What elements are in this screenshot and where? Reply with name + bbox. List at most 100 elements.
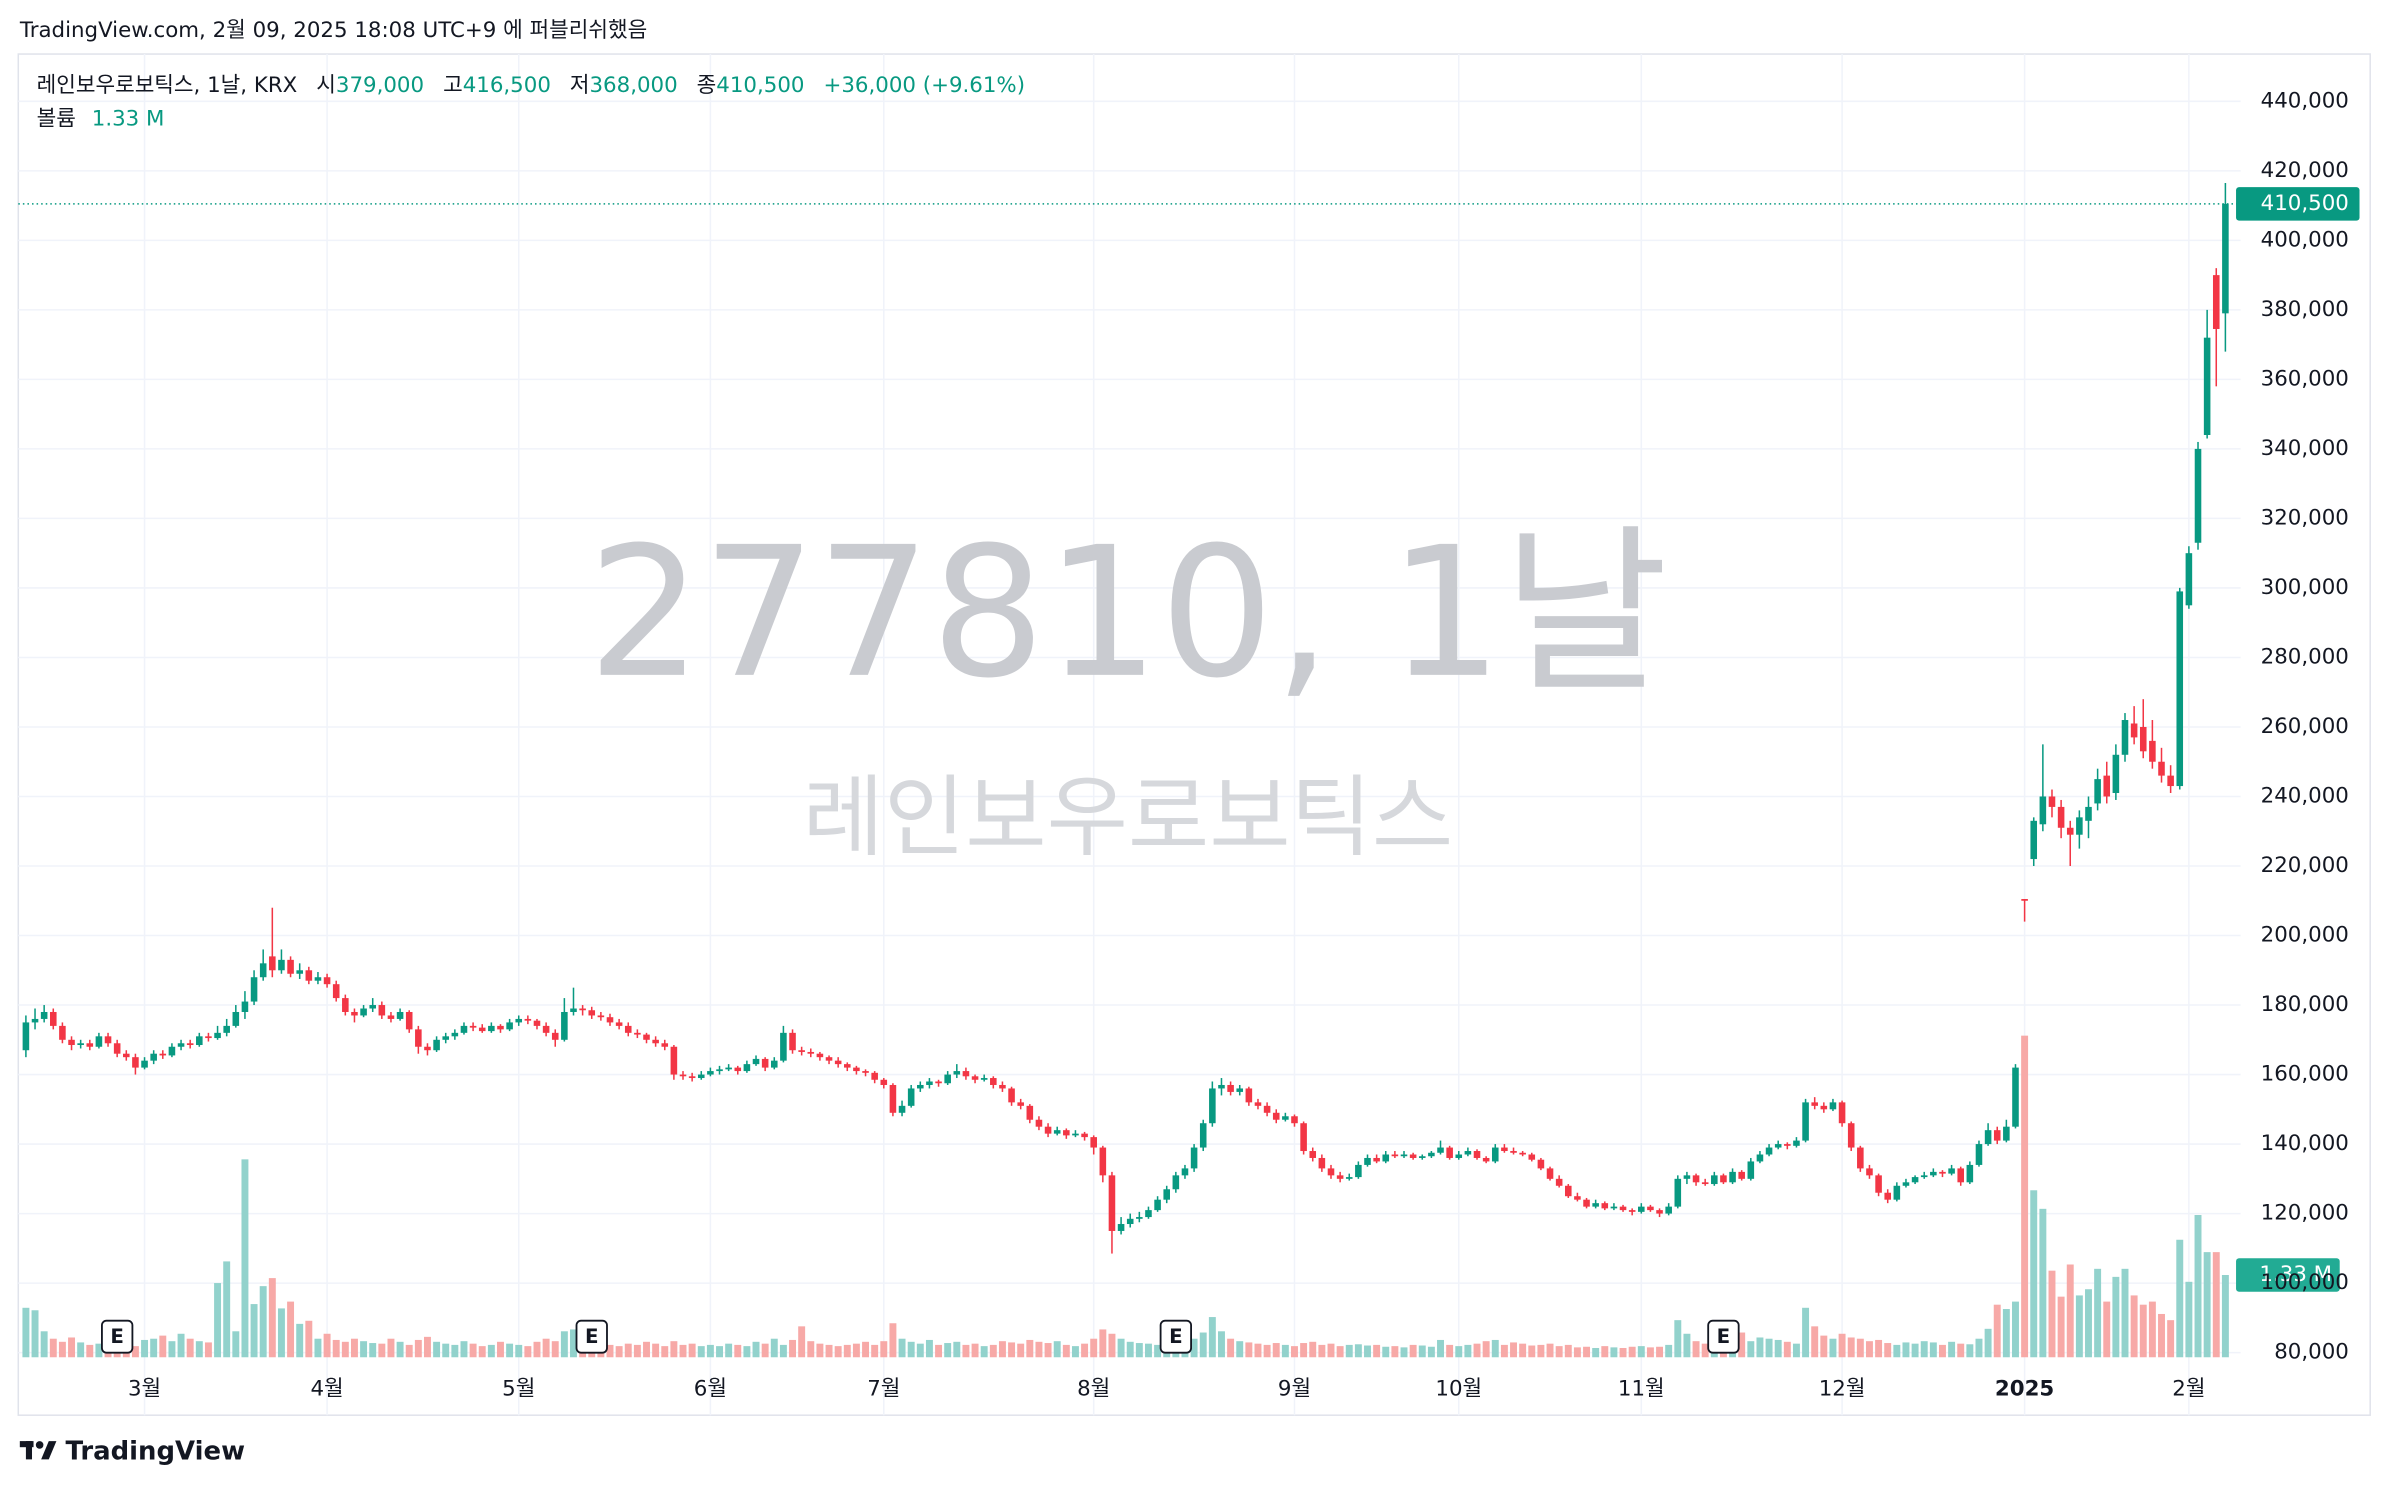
candle-body (1491, 1147, 1499, 1162)
candle-body (1063, 1130, 1070, 1136)
volume-bar (825, 1344, 833, 1358)
candle-body (250, 977, 258, 1002)
volume-bar (387, 1338, 395, 1358)
event-marker (575, 1319, 608, 1354)
candle-body (570, 1008, 577, 1012)
candle-body (1765, 1147, 1773, 1155)
volume-bar (1044, 1343, 1052, 1358)
candle-body (1537, 1159, 1545, 1169)
y-tick-label: 300,000 (2261, 575, 2349, 600)
candle-body (150, 1053, 157, 1061)
volume-bar (1975, 1338, 1983, 1358)
volume-bar (460, 1341, 468, 1358)
candle-body (743, 1064, 751, 1072)
low-value: 368,000 (589, 73, 677, 98)
event-marker (101, 1319, 134, 1354)
candle-body (1701, 1182, 1709, 1185)
volume-bar (752, 1341, 760, 1358)
candle-body (305, 970, 313, 981)
volume-bar (1948, 1341, 1956, 1358)
volume-bar (1081, 1343, 1089, 1358)
volume-bar (487, 1344, 495, 1358)
candle-body (816, 1053, 824, 1058)
candle-body (387, 1015, 395, 1019)
y-tick-label: 380,000 (2261, 297, 2349, 322)
volume-bar (204, 1342, 212, 1358)
candle-body (1546, 1168, 1554, 1179)
volume-bar (898, 1338, 906, 1358)
volume-bar (2066, 1264, 2074, 1358)
logo-part (41, 1441, 57, 1460)
volume-bar (1783, 1341, 1791, 1358)
y-tick-label: 200,000 (2261, 923, 2349, 948)
candle-body (770, 1060, 778, 1068)
candle-body (1181, 1168, 1189, 1176)
volume-bar (1701, 1343, 1709, 1358)
volume-bar (1774, 1339, 1782, 1358)
volume-bar (2085, 1289, 2092, 1358)
candle-body (1829, 1102, 1837, 1110)
volume-bar (1090, 1338, 1098, 1358)
volume-bar (1510, 1342, 1517, 1358)
candle-body (834, 1060, 842, 1065)
candle-body (2112, 754, 2120, 794)
volume-bar (1144, 1343, 1152, 1358)
volume-bar (1500, 1344, 1508, 1358)
watermark-name: 레인보우로보틱스 (803, 766, 1454, 869)
candle-body (49, 1011, 57, 1026)
volume-bar (1674, 1320, 1682, 1358)
candle-body (1720, 1175, 1727, 1183)
candle-body (95, 1036, 103, 1047)
volume-bar (1491, 1339, 1499, 1358)
volume-bar (1920, 1341, 1928, 1358)
candle-body (342, 998, 349, 1012)
candle-body (104, 1036, 112, 1044)
candle-body (1227, 1084, 1234, 1092)
volume-bar (1537, 1344, 1545, 1358)
volume-bar (1437, 1339, 1444, 1358)
candle-body (624, 1025, 632, 1033)
candle-body (524, 1018, 532, 1021)
candle-body (652, 1039, 659, 1044)
volume-bar (1071, 1346, 1079, 1358)
x-tick-label: 12월 (1819, 1376, 1866, 1401)
candle-body (634, 1032, 641, 1035)
volume-bar (725, 1343, 733, 1358)
volume-bar (131, 1346, 139, 1358)
volume-bar (350, 1338, 358, 1358)
candle-body (1519, 1152, 1526, 1155)
candle-body (196, 1036, 203, 1046)
candle-body (1711, 1175, 1718, 1185)
volume-bar (734, 1344, 742, 1358)
candle-body (1528, 1154, 1536, 1160)
volume-bar (570, 1329, 577, 1358)
volume-bar (2139, 1304, 2147, 1358)
volume-bar (1811, 1326, 1819, 1358)
candle-body (1437, 1147, 1444, 1153)
chart-frame (17, 53, 2371, 1416)
y-tick-label: 260,000 (2261, 714, 2349, 739)
candle-body (1008, 1088, 1015, 1103)
candle-body (2076, 817, 2083, 835)
candle-body (725, 1067, 732, 1070)
volume-bar (141, 1339, 149, 1358)
volume-bar (798, 1326, 806, 1358)
candle-body (113, 1043, 121, 1054)
volume-bar (1929, 1342, 1937, 1358)
volume-bar (2121, 1268, 2129, 1358)
volume-bar (1573, 1347, 1581, 1358)
candle-body (22, 1022, 30, 1051)
candle-body (606, 1017, 614, 1023)
candle-body (1592, 1203, 1599, 1207)
volume-bar (1236, 1341, 1244, 1358)
candle-body (1099, 1147, 1107, 1176)
x-tick-label: 10월 (1435, 1376, 1482, 1401)
volume-bar (1583, 1346, 1591, 1358)
candle-body (1619, 1206, 1627, 1211)
y-tick-label: 360,000 (2261, 366, 2349, 391)
volume-bar (1281, 1344, 1289, 1358)
y-tick-label: 420,000 (2261, 158, 2349, 183)
volume-bar (998, 1341, 1006, 1358)
volume-bar (159, 1335, 167, 1358)
